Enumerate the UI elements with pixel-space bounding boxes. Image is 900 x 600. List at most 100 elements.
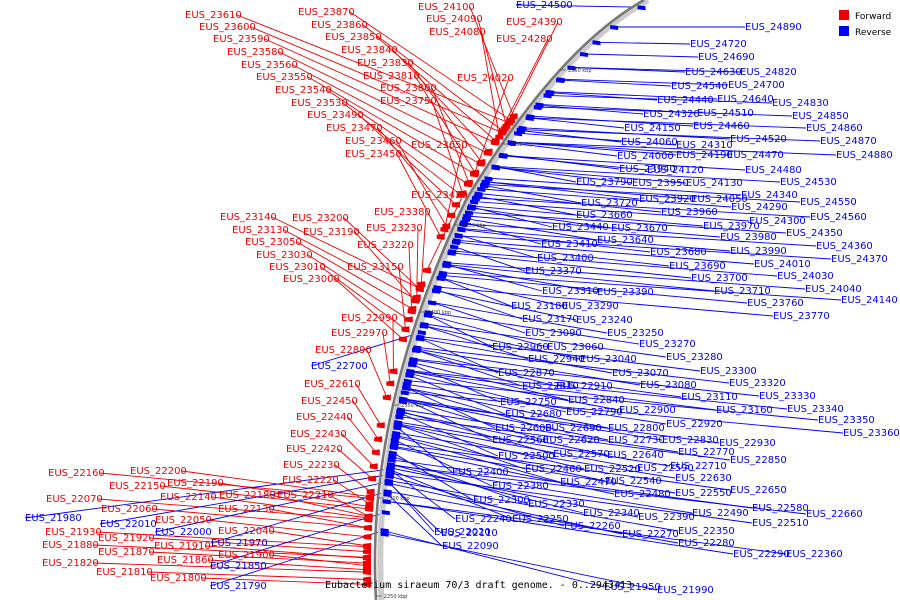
connector-eus_22480 — [393, 446, 615, 495]
gene-arrow-eus_23830 — [477, 159, 486, 166]
gene-label-eus_24470: EUS_24470 — [727, 150, 784, 161]
connector-eus_22110 — [388, 482, 442, 534]
gene-arrow-eus_24390 — [500, 125, 509, 132]
gene-label-eus_23960: EUS_23960 — [661, 207, 718, 218]
gene-arrow-eus_21850 — [381, 510, 390, 516]
connector-eus_22490 — [390, 463, 693, 514]
gene-label-eus_23250: EUS_23250 — [607, 328, 664, 339]
connector-eus_23280 — [424, 323, 667, 358]
connector-eus_23870 — [349, 11, 512, 121]
gene-label-eus_22490: EUS_22490 — [692, 508, 749, 519]
gene-label-eus_24460: EUS_24460 — [693, 121, 750, 132]
gene-label-eus_24890: EUS_24890 — [745, 22, 802, 33]
connector-eus_24370 — [458, 235, 832, 260]
gene-label-eus_23160: EUS_23160 — [716, 405, 773, 416]
connector-eus_22230 — [334, 464, 371, 493]
connector-eus_23140 — [271, 216, 420, 289]
connector-eus_23130 — [283, 229, 417, 300]
gene-label-eus_21990: EUS_21990 — [657, 585, 714, 596]
connector-eus_23090 — [432, 301, 526, 334]
connector-eus_23690 — [455, 241, 670, 267]
gene-label-eus_24000: EUS_24000 — [617, 151, 674, 162]
connector-eus_23550 — [307, 76, 475, 174]
gene-label-eus_23080: EUS_23080 — [640, 380, 697, 391]
connector-eus_22570 — [400, 410, 554, 455]
gene-label-eus_24500: EUS_24500 — [516, 0, 573, 11]
gene-label-eus_23810: EUS_23810 — [363, 71, 420, 82]
gene-label-eus_22640: EUS_22640 — [607, 450, 664, 461]
gene-label-eus_23670: EUS_23670 — [611, 223, 668, 234]
gene-label-eus_23450: EUS_23450 — [345, 149, 402, 160]
gene-label-eus_24880: EUS_24880 — [836, 150, 893, 161]
gene-label-eus_22750: EUS_22750 — [500, 397, 557, 408]
connector-eus_22650 — [394, 443, 731, 491]
gene-label-eus_24440: EUS_24440 — [657, 95, 714, 106]
gene-label-eus_21980: EUS_21980 — [25, 513, 82, 524]
gene-label-eus_23330: EUS_23330 — [759, 391, 816, 402]
gene-label-eus_23470: EUS_23470 — [326, 123, 383, 134]
gene-label-eus_24860: EUS_24860 — [806, 123, 863, 134]
gene-label-eus_23030: EUS_23030 — [256, 250, 313, 261]
gene-label-eus_24630: EUS_24630 — [685, 67, 742, 78]
gene-label-eus_22050: EUS_22050 — [155, 515, 212, 526]
gene-arrow-eus_23240 — [431, 288, 440, 294]
gene-arrow-eus_22360 — [382, 499, 391, 505]
gene-arrow-eus_21880 — [362, 554, 371, 561]
gene-label-eus_21820: EUS_21820 — [42, 558, 99, 569]
gene-arrow-eus_23450 — [436, 233, 445, 240]
gene-label-eus_22340: EUS_22340 — [583, 508, 640, 519]
gene-label-eus_24010: EUS_24010 — [754, 259, 811, 270]
gene-arrow-eus_22930 — [398, 399, 407, 405]
gene-label-eus_24020: EUS_24020 — [457, 73, 514, 84]
connector-eus_24310 — [518, 132, 677, 146]
gene-label-eus_22230: EUS_22230 — [283, 460, 340, 471]
legend-reverse-swatch — [839, 26, 849, 36]
connector-eus_23360 — [404, 391, 844, 434]
connector-eus_22790 — [409, 373, 567, 413]
connector-eus_23420 — [426, 194, 464, 271]
gene-label-eus_22430: EUS_22430 — [290, 429, 347, 440]
gene-label-eus_23420: EUS_23420 — [411, 190, 468, 201]
connector-eus_24470 — [511, 141, 728, 156]
gene-label-eus_22700: EUS_22700 — [311, 361, 368, 372]
gene-label-eus_22510: EUS_22510 — [752, 518, 809, 529]
gene-label-eus_22620: EUS_22620 — [543, 435, 600, 446]
gene-label-eus_22870: EUS_22870 — [498, 368, 555, 379]
gene-label-eus_23990: EUS_23990 — [730, 246, 787, 257]
gene-label-eus_23540: EUS_23540 — [275, 85, 332, 96]
gene-label-eus_24090: EUS_24090 — [426, 14, 483, 25]
connector-eus_23110 — [413, 359, 682, 398]
gene-label-eus_23950: EUS_23950 — [632, 178, 689, 189]
gene-arrow-eus_22230 — [366, 488, 375, 495]
gene-label-eus_21790: EUS_21790 — [210, 581, 267, 592]
gene-arrow-eus_21930 — [363, 543, 372, 550]
connector-eus_23460 — [396, 140, 447, 227]
gene-label-eus_24150: EUS_24150 — [624, 123, 681, 134]
gene-arrow-eus_21810 — [363, 576, 372, 583]
connector-eus_21990 — [384, 533, 658, 591]
gene-label-eus_23680: EUS_23680 — [650, 247, 707, 258]
genome-caption: Eubacterium siraeum 70/3 draft genome. -… — [325, 580, 632, 591]
gene-arrow-eus_23030 — [404, 316, 413, 323]
connector-eus_22220 — [333, 479, 370, 505]
connector-eus_21980 — [24, 468, 391, 519]
gene-label-eus_21950: EUS_21950 — [604, 582, 661, 593]
gene-arrow-eus_24850 — [533, 105, 542, 111]
gene-label-eus_23340: EUS_23340 — [787, 404, 844, 415]
gene-arrow-eus_23200 — [415, 286, 424, 293]
connector-eus_23340 — [410, 370, 788, 410]
gene-label-eus_22010: EUS_22010 — [100, 519, 157, 530]
connector-eus_23220 — [408, 244, 413, 312]
gene-label-eus_22710: EUS_22710 — [670, 461, 727, 472]
gene-label-eus_22690: EUS_22690 — [545, 423, 602, 434]
gene-label-eus_23750: EUS_23750 — [380, 96, 437, 107]
gene-label-eus_22020: EUS_22020 — [434, 527, 491, 538]
connector-eus_24390 — [504, 21, 559, 129]
connector-eus_23920 — [485, 181, 640, 200]
connector-eus_24870 — [520, 129, 821, 142]
gene-arrow-eus_22990 — [389, 368, 398, 375]
tick-label: 2450 kbp — [462, 223, 486, 229]
connector-eus_21920 — [149, 537, 368, 553]
gene-label-eus_23200: EUS_23200 — [292, 213, 349, 224]
gene-label-eus_23140: EUS_23140 — [220, 212, 277, 223]
